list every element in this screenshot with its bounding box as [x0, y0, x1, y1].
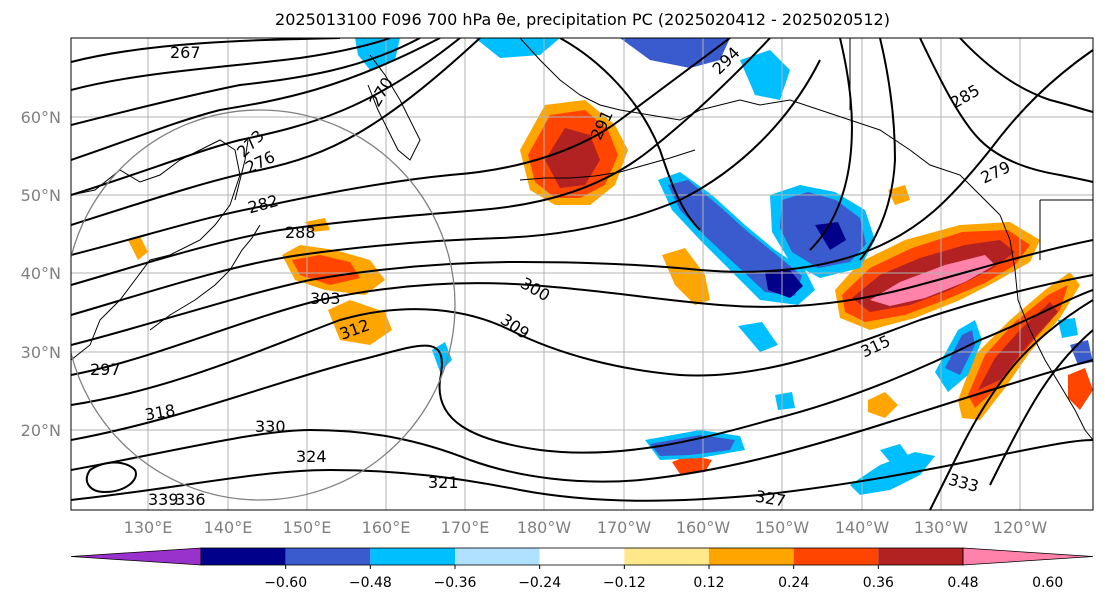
colorbar-segment: [624, 548, 709, 565]
lon-label: 150°E: [283, 518, 332, 537]
lon-label: 160°E: [362, 518, 411, 537]
theta-e-contours: [71, 38, 1093, 510]
graticule: [71, 38, 1093, 510]
colorbar-tick-label: −0.24: [518, 575, 561, 591]
precip-positive-area: [1068, 368, 1093, 410]
precip-positive-area: [978, 302, 1058, 390]
contour-label: 288: [285, 223, 316, 242]
coastline-asia: [71, 139, 241, 361]
precip-negative-area: [815, 222, 846, 250]
longitude-labels: 130°E 140°E 150°E 160°E 170°E 180°W 170°…: [124, 518, 1048, 537]
contour-label: 321: [428, 473, 459, 492]
colorbar-tick-label: −0.12: [603, 575, 646, 591]
contour-label: 330: [255, 417, 286, 436]
contour-label: 303: [310, 289, 341, 308]
colorbar-segment: [878, 548, 963, 565]
colorbar-tick-label: 0.12: [693, 575, 724, 591]
lon-label: 180°W: [517, 518, 572, 537]
colorbar-segment: [709, 548, 794, 565]
lat-label-20n: 20°N: [21, 421, 61, 440]
latitude-labels: 60°N 50°N 40°N 30°N 20°N: [21, 108, 61, 440]
colorbar-tick-label: −0.36: [434, 575, 477, 591]
map-frame: [70, 37, 1094, 511]
coastline-north-america: [999, 214, 1093, 441]
lon-label: 160°W: [676, 518, 731, 537]
lon-label: 170°E: [441, 518, 490, 537]
lat-label-30n: 30°N: [21, 343, 61, 362]
precip-positive-area: [545, 128, 600, 188]
colorbar-ticks: −0.60 −0.48 −0.36 −0.24 −0.12 0.12 0.24 …: [264, 575, 1063, 591]
lat-label-40n: 40°N: [21, 264, 61, 283]
map-panel: [71, 38, 1093, 510]
precip-negative-area: [775, 392, 795, 410]
coastline-japan: [149, 224, 261, 331]
precip-negative-area: [850, 452, 935, 495]
lon-label: 170°W: [597, 518, 652, 537]
precip-positive-area: [868, 392, 898, 418]
lon-label: 130°W: [914, 518, 969, 537]
colorbar-segment: [455, 548, 540, 565]
precip-negative-area: [1058, 318, 1078, 338]
coastline-kamchatka: [367, 54, 421, 161]
lat-label-50n: 50°N: [21, 186, 61, 205]
precip-negative-area: [475, 38, 560, 58]
contour-label: 297: [90, 360, 121, 379]
colorbar-segment: [285, 548, 371, 565]
coastline-aleutians: [519, 149, 696, 181]
colorbar-tick-label: 0.36: [863, 575, 894, 591]
projection-circle: [71, 109, 456, 501]
precip-positive-area: [672, 455, 712, 474]
colorbar-tick-label: 0.60: [1032, 575, 1063, 591]
contour-label: 339: [148, 490, 179, 509]
coastlines: [71, 38, 1093, 441]
colorbar-segment: [539, 548, 625, 565]
colorbar-tick-label: 0.48: [947, 575, 978, 591]
precip-negative-area: [650, 435, 735, 456]
precip-negative-area: [668, 180, 802, 296]
colorbar-segment: [370, 548, 455, 565]
colorbar-boxes: [70, 547, 1094, 569]
precip-positive-area: [128, 236, 148, 260]
colorbar-segment: [793, 548, 879, 565]
precip-positive-area: [292, 255, 360, 285]
colorbar-tick-label: −0.60: [264, 575, 307, 591]
lon-label: 150°W: [755, 518, 810, 537]
contour-label: 336: [175, 490, 206, 509]
colorbar-tick-label: −0.48: [349, 575, 392, 591]
precip-negative-area: [765, 270, 803, 298]
colorbar: −0.60 −0.48 −0.36 −0.24 −0.12 0.12 0.24 …: [70, 547, 1094, 591]
colorbar-segment: [201, 548, 286, 565]
colorbar-tick-label: 0.24: [778, 575, 809, 591]
lat-label-60n: 60°N: [21, 108, 61, 127]
precip-negative-area: [880, 444, 910, 462]
chart-title: 2025013100 F096 700 hPa θe, precipitatio…: [275, 10, 890, 29]
contour-label: 267: [170, 43, 201, 62]
coastline-alaska: [519, 38, 1001, 216]
lon-label: 120°W: [993, 518, 1048, 537]
precip-negative-area: [738, 322, 778, 352]
colorbar-extend-low: [70, 547, 202, 566]
colorbar-frame: [200, 547, 964, 566]
colorbar-extend-high: [962, 547, 1094, 566]
coastline-sakhalin: [234, 139, 249, 201]
precip-negative-area: [740, 50, 790, 100]
lon-label: 140°E: [204, 518, 253, 537]
contour-label: 324: [296, 447, 327, 466]
precip-positive-area: [662, 248, 710, 305]
lon-label: 140°W: [835, 518, 890, 537]
lon-label: 130°E: [124, 518, 173, 537]
